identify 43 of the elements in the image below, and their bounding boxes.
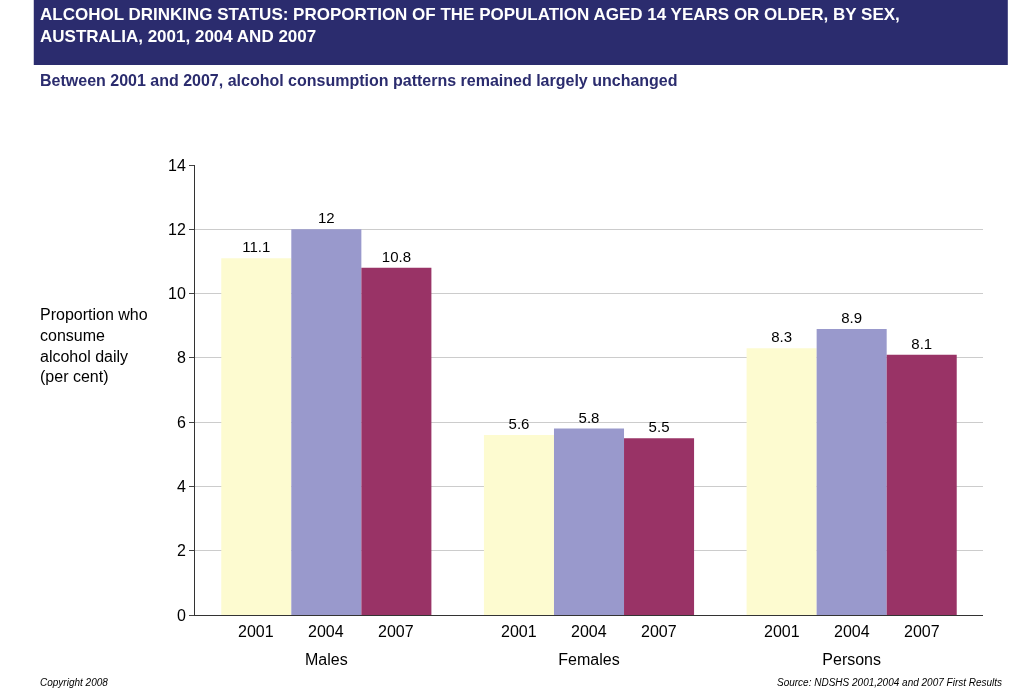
text: 2004 <box>834 623 870 640</box>
bar <box>624 438 695 615</box>
data-label: 10.8 <box>381 247 411 265</box>
y-tick-label: 6 <box>176 413 186 431</box>
bar <box>746 348 817 615</box>
series-label: 2007 <box>378 623 414 640</box>
data-label: 5.6 <box>508 415 530 432</box>
x-tick-label: Females <box>558 651 620 669</box>
y-tick-label: 8 <box>176 349 186 367</box>
chart-subtitle: Between 2001 and 2007, alcohol consumption patterns remained largely unchanged <box>40 72 678 89</box>
text: Copyright 2008 <box>40 677 109 688</box>
y-tick-label: 2 <box>176 542 186 560</box>
bar <box>483 435 554 615</box>
bar <box>816 328 887 615</box>
series-label: 2001 <box>238 623 274 640</box>
data-label: 8.9 <box>841 308 863 326</box>
data-label: 5.8 <box>578 408 600 426</box>
text: 2007 <box>904 623 940 640</box>
y-tick-label: 12 <box>168 220 186 238</box>
data-label: 8.1 <box>911 334 933 352</box>
series-label: 2004 <box>308 623 344 640</box>
bar <box>553 428 625 615</box>
y-tick-label: 0 <box>176 606 186 624</box>
y-tick-label: 14 <box>168 156 186 174</box>
text: 2001 <box>501 623 537 640</box>
source-note: Source: NDSHS 2001,2004 and 2007 First Results <box>777 677 1003 688</box>
bar <box>291 229 362 615</box>
x-tick-label: Persons <box>822 651 882 669</box>
bar <box>221 258 292 615</box>
text: 2001 <box>764 623 800 640</box>
bar <box>886 354 957 615</box>
data-label: 11.1 <box>242 238 271 256</box>
data-label: 12 <box>317 209 335 227</box>
data-label: 5.5 <box>648 418 670 436</box>
text: 2004 <box>571 623 607 640</box>
x-tick-label: Males <box>304 651 348 669</box>
y-tick-label: 10 <box>168 285 186 303</box>
bar <box>361 267 432 615</box>
text: 2007 <box>641 623 677 640</box>
data-label: 8.3 <box>771 328 793 346</box>
y-tick-label: 4 <box>176 478 186 496</box>
y-axis-title: Proportion who consume alcohol daily (per cent) <box>40 306 148 386</box>
chart-title: ALCOHOL DRINKING STATUS: PROPORTION OF THE POPULATION AGED 14 YEARS OR OLDER, BY SEX, AUSTRALIA, 2001, 2004 AND 2007 <box>40 5 900 47</box>
